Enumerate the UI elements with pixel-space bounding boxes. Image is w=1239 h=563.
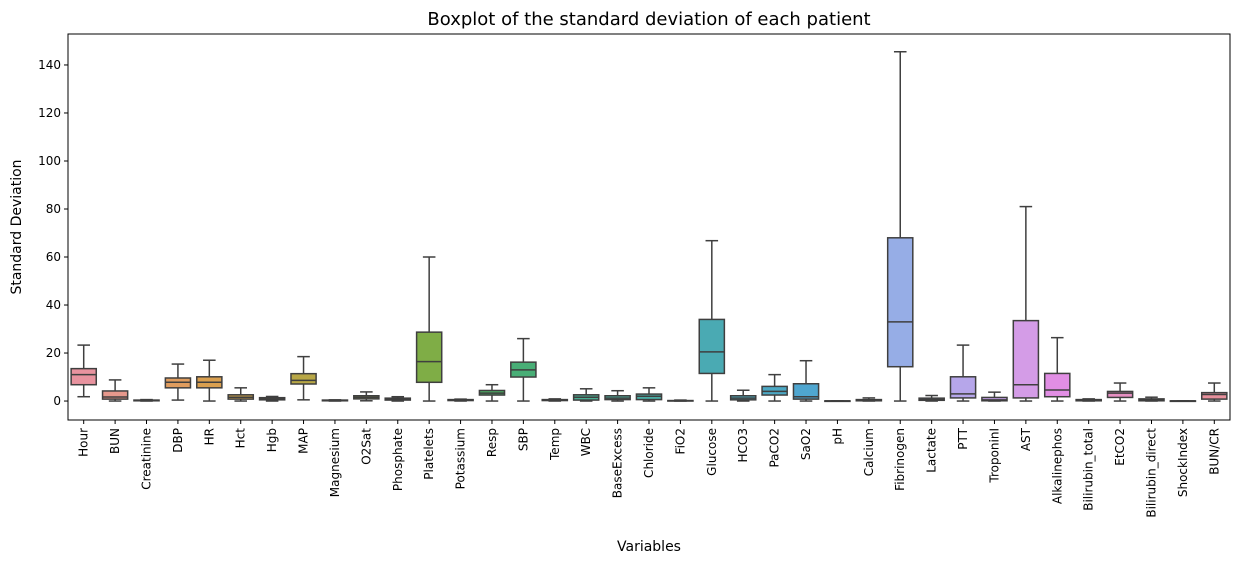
box	[1106, 390, 1134, 399]
y-tick-label: 40	[46, 298, 61, 312]
x-tick-label: Fibrinogen	[893, 428, 907, 491]
x-tick-label: Hour	[77, 428, 91, 457]
y-axis-label: Standard Deviation	[9, 159, 25, 294]
x-tick-label: Bilirubin_total	[1082, 428, 1096, 511]
box-BUN/CR	[1200, 382, 1228, 402]
box-Creatinine	[133, 398, 160, 402]
box-PaCO2	[761, 373, 788, 402]
box-Resp	[478, 383, 506, 402]
x-tick-label: Temp	[548, 428, 562, 461]
x-tick-label: Hct	[234, 428, 248, 449]
y-tick-label: 100	[38, 154, 61, 168]
box	[101, 390, 129, 400]
box-Hct	[227, 387, 255, 402]
box-BUN	[101, 379, 129, 402]
x-axis-label: Variables	[617, 539, 681, 555]
box	[1043, 372, 1071, 398]
box-ShockIndex	[1169, 400, 1197, 403]
x-tick-label: SaO2	[799, 428, 813, 460]
y-tick-label: 80	[46, 202, 61, 216]
box-Platelets	[415, 256, 443, 402]
box	[290, 372, 317, 385]
box-Hgb	[258, 395, 286, 402]
box	[792, 383, 820, 400]
x-tick-label: EtCO2	[1113, 428, 1127, 466]
x-tick-label: PTT	[956, 427, 970, 449]
box-O2Sat	[353, 391, 380, 402]
box-PTT	[949, 344, 977, 402]
box-Chloride	[635, 387, 663, 402]
x-tick-label: AST	[1019, 427, 1033, 451]
x-tick-label: O2Sat	[359, 428, 373, 465]
box-SBP	[510, 337, 537, 402]
box-Hour	[70, 344, 98, 398]
box-HCO3	[729, 389, 757, 402]
box-BaseExcess	[604, 389, 631, 402]
box-Magnesium	[321, 399, 349, 402]
x-tick-label: DBP	[171, 428, 185, 453]
x-tick-label: WBC	[579, 428, 593, 456]
y-tick-label: 20	[46, 346, 61, 360]
x-tick-label: Chloride	[642, 428, 656, 478]
box-EtCO2	[1106, 382, 1134, 402]
x-tick-label: TroponinI	[987, 428, 1001, 484]
x-tick-label: FiO2	[673, 428, 687, 454]
box	[1012, 319, 1040, 399]
x-tick-label: Bilirubin_direct	[1144, 428, 1158, 518]
x-tick-label: Platelets	[422, 428, 436, 480]
box-Temp	[541, 398, 569, 402]
x-tick-label: Calcium	[862, 428, 876, 476]
x-tick-label: ShockIndex	[1176, 428, 1190, 497]
box-Potassium	[447, 398, 474, 402]
box	[949, 376, 977, 399]
box-Calcium	[855, 397, 883, 402]
box-FiO2	[667, 399, 694, 402]
box-WBC	[572, 388, 600, 402]
y-tick-label: 140	[38, 58, 61, 72]
x-tick-label: Magnesium	[328, 428, 342, 497]
box	[698, 318, 726, 375]
box-Bilirubin_direct	[1138, 396, 1165, 402]
x-tick-label: Potassium	[454, 428, 468, 489]
x-tick-label: Creatinine	[140, 428, 154, 490]
x-tick-label: BUN/CR	[1207, 428, 1221, 475]
box	[70, 367, 98, 386]
box-pH	[824, 400, 851, 403]
y-tick-label: 120	[38, 106, 61, 120]
plot-frame	[67, 33, 1231, 421]
x-tick-label: Glucose	[705, 428, 719, 476]
x-tick-label: Phosphate	[391, 428, 405, 491]
x-tick-label: BaseExcess	[611, 428, 625, 498]
chart-title: Boxplot of the standard deviation of eac…	[427, 9, 870, 30]
x-tick-label: HR	[202, 428, 216, 445]
box-DBP	[164, 363, 192, 401]
box	[886, 237, 914, 368]
box-Bilirubin_total	[1075, 398, 1102, 402]
box-Lactate	[918, 394, 945, 402]
x-tick-label: SBP	[516, 428, 530, 451]
box	[415, 331, 443, 384]
x-tick-label: HCO3	[736, 428, 750, 462]
box-TroponinI	[981, 391, 1008, 402]
x-tick-label: Resp	[485, 428, 499, 457]
x-tick-label: Alkalinephos	[1050, 428, 1064, 504]
x-tick-label: BUN	[108, 428, 122, 454]
x-tick-label: PaCO2	[768, 428, 782, 468]
y-tick-label: 60	[46, 250, 61, 264]
box-SaO2	[792, 359, 820, 402]
x-tick-label: Hgb	[265, 428, 279, 452]
x-tick-label: pH	[830, 428, 844, 445]
box-Phosphate	[384, 395, 412, 402]
box	[1200, 391, 1228, 400]
x-tick-label: Lactate	[925, 428, 939, 473]
box-MAP	[290, 355, 317, 401]
box-HR	[196, 359, 223, 402]
box-Fibrinogen	[886, 51, 914, 402]
box-Glucose	[698, 239, 726, 402]
box-AST	[1012, 205, 1040, 402]
x-tick-label: MAP	[297, 428, 311, 454]
y-tick-label: 0	[53, 394, 61, 408]
box-Alkalinephos	[1043, 336, 1071, 402]
